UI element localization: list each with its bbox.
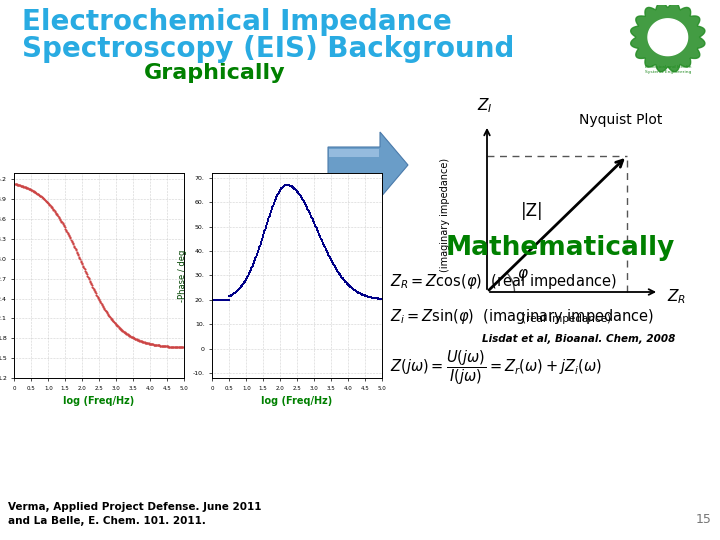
Text: Biological and Health
Systems Engineering: Biological and Health Systems Engineerin… xyxy=(644,65,691,74)
Text: (real impedance): (real impedance) xyxy=(523,314,611,324)
Text: $Z_R$: $Z_R$ xyxy=(667,288,686,306)
Y-axis label: -Phase / deg: -Phase / deg xyxy=(179,249,187,301)
Text: $\varphi$: $\varphi$ xyxy=(517,267,529,283)
Text: Nyquist Plot: Nyquist Plot xyxy=(579,113,662,127)
Polygon shape xyxy=(631,3,705,72)
X-axis label: log (Freq/Hz): log (Freq/Hz) xyxy=(261,396,333,406)
Polygon shape xyxy=(328,132,408,198)
Text: $Z_i = Z\sin(\varphi)$  (imaginary impedance): $Z_i = Z\sin(\varphi)$ (imaginary impeda… xyxy=(390,307,654,326)
Polygon shape xyxy=(329,149,379,157)
Text: Lisdat et al, Bioanal. Chem, 2008: Lisdat et al, Bioanal. Chem, 2008 xyxy=(482,334,675,344)
Text: $Z_R = Z\cos(\varphi)$  (real impedance): $Z_R = Z\cos(\varphi)$ (real impedance) xyxy=(390,272,617,291)
Text: Electrochemical Impedance: Electrochemical Impedance xyxy=(22,8,451,36)
Text: 15: 15 xyxy=(696,513,712,526)
Text: (imaginary impedance): (imaginary impedance) xyxy=(440,158,450,272)
Text: and La Belle, E. Chem. 101. 2011.: and La Belle, E. Chem. 101. 2011. xyxy=(8,516,206,526)
Text: Graphically: Graphically xyxy=(144,63,286,83)
Text: Mathematically: Mathematically xyxy=(445,235,675,261)
Text: $Z(j\omega) = \dfrac{U(j\omega)}{I(j\omega)} = Z_r(\omega) + jZ_i(\omega)$: $Z(j\omega) = \dfrac{U(j\omega)}{I(j\ome… xyxy=(390,348,602,387)
Text: Verma, Applied Project Defense. June 2011: Verma, Applied Project Defense. June 201… xyxy=(8,502,261,512)
Text: Spectroscopy (EIS) Background: Spectroscopy (EIS) Background xyxy=(22,35,514,63)
X-axis label: log (Freq/Hz): log (Freq/Hz) xyxy=(63,396,135,406)
Text: $Z_I$: $Z_I$ xyxy=(477,96,492,115)
Polygon shape xyxy=(648,19,688,56)
Text: |Z|: |Z| xyxy=(521,202,544,220)
